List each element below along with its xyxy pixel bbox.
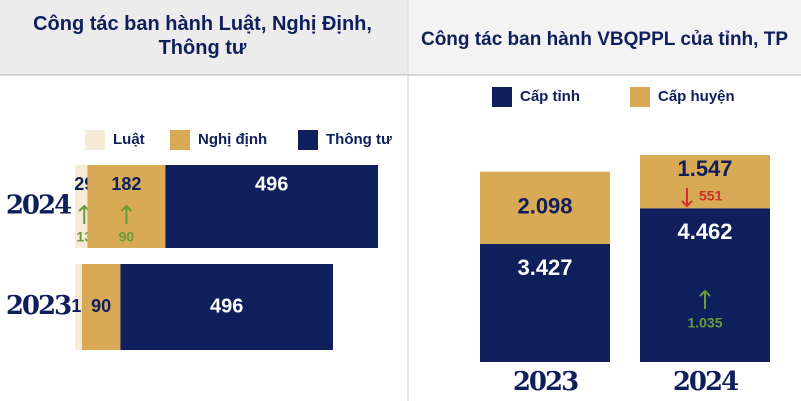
bar-segment xyxy=(640,208,770,362)
chart-title: Công tác ban hành Luật, Nghị Định, Thông… xyxy=(33,13,372,59)
change-arrow xyxy=(120,204,133,224)
header-bg xyxy=(0,0,407,75)
legend-label: Cấp huyện xyxy=(658,88,735,105)
change-label: 90 xyxy=(119,229,135,245)
change-arrow xyxy=(699,289,711,309)
bar-segment xyxy=(640,155,770,209)
bar-segment xyxy=(480,171,610,244)
bar-segment xyxy=(81,264,121,350)
value-label: 496 xyxy=(255,173,288,195)
bar-segment xyxy=(75,165,88,248)
change-label: 1.035 xyxy=(687,315,722,331)
value-label: 4.462 xyxy=(677,219,732,244)
bar-segment xyxy=(75,264,82,350)
bar-segment xyxy=(480,243,610,362)
chart-title: Công tác ban hành VBQPPL của tỉnh, TP xyxy=(420,29,788,50)
value-label: 1.547 xyxy=(677,156,732,181)
value-label: 90 xyxy=(91,296,111,316)
value-label: 3.427 xyxy=(517,255,572,280)
value-label: 496 xyxy=(210,295,243,317)
category-label: 2023 xyxy=(6,291,71,321)
legend-label: Luật xyxy=(113,131,145,148)
category-label: 2023 xyxy=(513,367,578,397)
value-label: 2.098 xyxy=(517,194,572,219)
legend-label: Nghị định xyxy=(198,131,267,148)
legend-swatch xyxy=(298,130,318,150)
header-bg xyxy=(409,0,801,75)
legend-swatch xyxy=(85,130,105,150)
value-label: 182 xyxy=(111,174,141,194)
change-label: 551 xyxy=(699,188,723,204)
category-label: 2024 xyxy=(6,191,72,221)
legend-swatch xyxy=(170,130,190,150)
category-label: 2024 xyxy=(673,367,739,397)
bar-segment xyxy=(120,264,333,350)
legend-swatch xyxy=(492,87,512,107)
change-arrow xyxy=(681,188,693,208)
legend-label: Thông tư xyxy=(326,131,392,148)
legend-label: Cấp tỉnh xyxy=(520,88,580,105)
bar-segment xyxy=(165,165,378,248)
legend-swatch xyxy=(630,87,650,107)
